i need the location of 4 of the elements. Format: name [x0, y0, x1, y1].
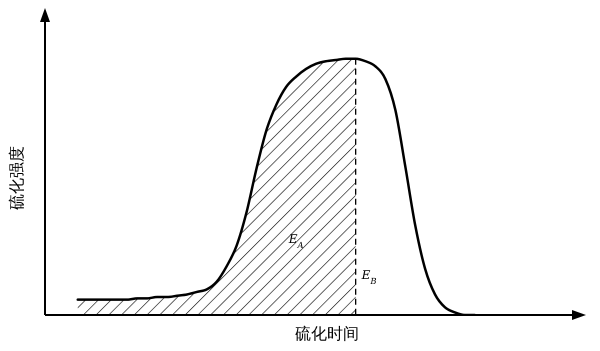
y-axis-title: 硫化强度 [7, 146, 26, 210]
annotation: E$_{A}$ [288, 232, 304, 250]
annotation: E$_{B}$ [360, 268, 377, 286]
x-axis-title: 硫化时间 [294, 324, 359, 343]
